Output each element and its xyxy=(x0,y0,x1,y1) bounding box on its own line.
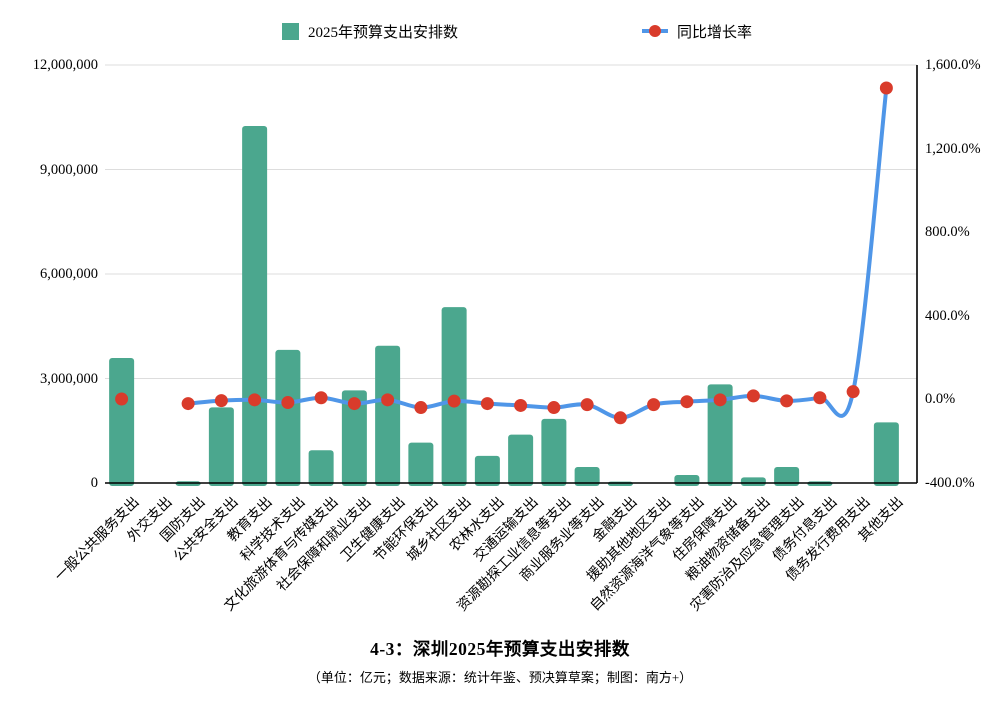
line-marker xyxy=(281,396,295,410)
bar xyxy=(275,349,301,486)
right-axis-tick-label: 800.0% xyxy=(925,224,970,241)
bar xyxy=(740,477,766,486)
line-marker xyxy=(514,398,528,412)
bar xyxy=(242,125,268,486)
line-marker xyxy=(447,394,461,408)
line-marker xyxy=(314,391,328,405)
line-marker xyxy=(680,395,694,409)
chart-subtitle: （单位：亿元；数据来源：统计年鉴、预决算草案；制图：南方+） xyxy=(307,670,693,685)
bar xyxy=(541,418,567,486)
bar xyxy=(508,434,534,486)
line-series-swatch-icon xyxy=(642,24,668,38)
line-marker xyxy=(381,393,395,407)
right-axis-tick-label: 1,600.0% xyxy=(925,57,981,73)
left-axis-tick-label: 0 xyxy=(90,475,98,491)
line-marker xyxy=(879,81,893,95)
line-marker xyxy=(580,398,594,412)
title-block: 4-3：深圳2025年预算支出安排数 （单位：亿元；数据来源：统计年鉴、预决算草… xyxy=(0,636,1000,686)
legend-item-line: 同比增长率 xyxy=(642,20,752,42)
bar xyxy=(574,466,600,486)
line-marker xyxy=(248,393,262,407)
bar xyxy=(474,455,500,486)
legend-line-label: 同比增长率 xyxy=(677,24,753,41)
right-axis-tick-label: -400.0% xyxy=(925,475,975,491)
right-axis-tick-label: 400.0% xyxy=(925,307,970,324)
left-axis-tick-label: 3,000,000 xyxy=(40,370,98,387)
left-axis-tick-label: 9,000,000 xyxy=(40,161,98,178)
left-axis-tick-label: 6,000,000 xyxy=(40,266,98,282)
line-marker xyxy=(115,392,129,406)
bar xyxy=(873,422,899,486)
legend-bar-label: 2025年预算支出安排数 xyxy=(308,24,459,41)
bar xyxy=(208,407,234,486)
line-marker xyxy=(480,397,494,411)
line-marker xyxy=(647,398,661,412)
bar xyxy=(674,474,700,486)
line-marker xyxy=(813,391,827,405)
bar xyxy=(308,450,334,486)
right-axis-tick-label: 1,200.0% xyxy=(925,140,981,157)
line-marker xyxy=(613,411,627,425)
left-axis-tick-label: 12,000,000 xyxy=(32,57,98,73)
bar xyxy=(109,357,135,486)
bar-series-swatch-icon xyxy=(282,22,299,40)
line-marker xyxy=(414,401,428,415)
line-marker xyxy=(713,393,727,407)
chart-title: 4-3：深圳2025年预算支出安排数 xyxy=(370,639,630,659)
line-marker xyxy=(214,394,228,408)
bar xyxy=(707,384,733,486)
line-marker xyxy=(547,401,561,415)
line-marker xyxy=(846,385,860,399)
bar xyxy=(375,345,401,486)
legend-item-bar: 2025年预算支出安排数 xyxy=(282,20,458,42)
line-marker xyxy=(780,394,794,408)
right-axis-tick-label: 0.0% xyxy=(925,391,956,408)
line-marker xyxy=(746,389,760,403)
line-marker xyxy=(347,397,361,411)
bar xyxy=(408,442,434,486)
bar xyxy=(774,466,800,486)
line-marker xyxy=(181,397,195,411)
bar xyxy=(341,390,367,486)
